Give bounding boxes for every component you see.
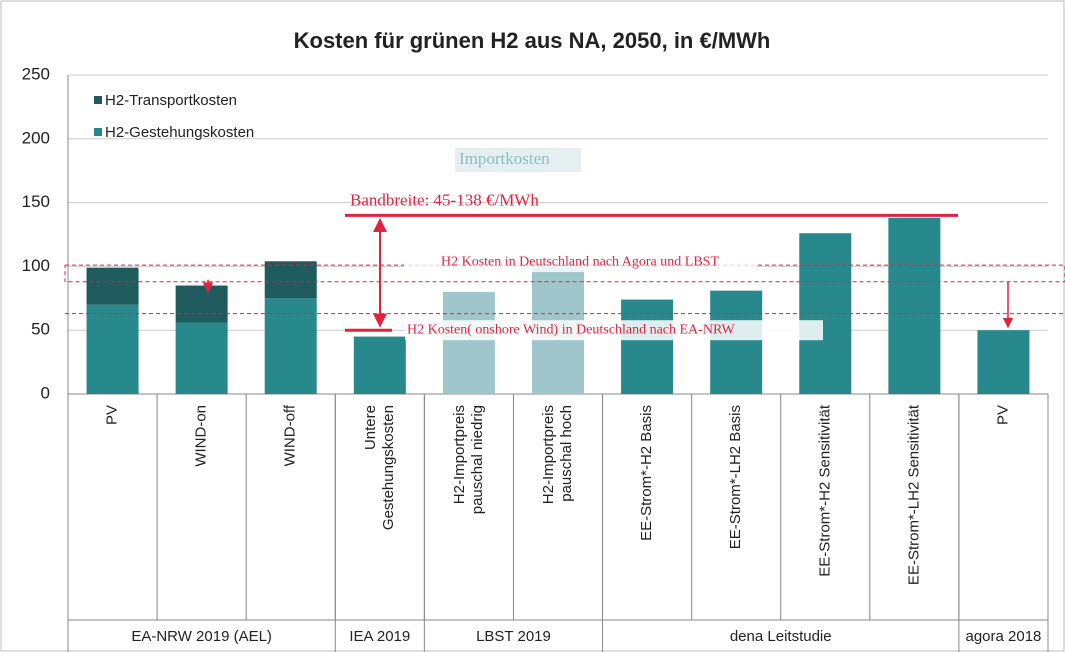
chart-title: Kosten für grünen H2 aus NA, 2050, in €/… [294,28,771,53]
x-tick-group: PV [104,405,121,425]
bar-segment [264,298,317,394]
bar-segment [175,285,228,323]
group-label: dena Leitstudie [730,628,832,645]
bar-segment [442,291,495,394]
x-tick-label: PV [994,405,1011,425]
bar-segment [888,217,941,394]
x-tick-label: H2-Importpreispauschal hoch [540,405,575,504]
x-tick-group: PV [994,405,1011,425]
legend-label: H2-Gestehungskosten [105,124,254,141]
x-tick-label: EE-Strom*-LH2 Basis [727,405,744,549]
x-tick-group: H2-Importpreispauschal hoch [540,405,575,504]
x-tick-group: EE-Strom*-H2 Basis [638,405,655,541]
x-tick-group: EE-Strom*-H2 Sensitivität [816,404,833,577]
annotation: H2 Kosten in Deutschland nach Agora und … [441,254,719,269]
y-tick-label: 100 [22,256,50,275]
legend-swatch [94,128,102,136]
legend-box [455,148,581,172]
y-tick-label: 150 [22,192,50,211]
legend-label: H2-Transportkosten [105,92,237,109]
group-label: EA-NRW 2019 (AEL) [131,628,272,645]
y-tick-label: 250 [22,64,50,83]
annotation: H2 Kosten( onshore Wind) in Deutschland … [407,322,736,337]
x-tick-group: UntereGestehungskosten [362,405,397,530]
x-tick-group: WIND-on [193,405,210,467]
x-tick-label: H2-Importpreispauschal niedrig [451,405,486,514]
annotation-bg [405,320,823,341]
x-tick-group: EE-Strom*-LH2 Sensitivität [905,404,922,585]
group-label: LBST 2019 [476,628,551,645]
x-tick-group: H2-Importpreispauschal niedrig [451,405,486,514]
legend-swatch [94,96,102,104]
x-tick-group: WIND-off [282,404,299,466]
bar-segment [86,304,139,394]
annotation: Bandbreite: 45-138 €/MWh [350,190,539,209]
bar-segment [621,299,674,394]
bar-segment [353,336,406,394]
y-tick-label: 0 [41,383,50,402]
legend-label: Importkosten [459,149,550,168]
bar-segment [175,322,228,394]
bar-segment [86,267,139,305]
x-tick-label: EE-Strom*-H2 Sensitivität [816,404,833,577]
x-tick-label: WIND-off [282,404,299,466]
y-tick-label: 50 [31,320,50,339]
annotation-bg [404,252,756,273]
x-tick-label: WIND-on [193,405,210,467]
y-tick-label: 200 [22,128,50,147]
bar-segment [264,261,317,299]
bar-segment [710,290,763,394]
x-tick-label: UntereGestehungskosten [362,405,397,530]
group-label: agora 2018 [966,628,1042,645]
x-tick-group: EE-Strom*-LH2 Basis [727,405,744,549]
group-label: IEA 2019 [349,628,410,645]
x-tick-label: EE-Strom*-H2 Basis [638,405,655,541]
bar-segment [977,330,1030,394]
x-tick-label: EE-Strom*-LH2 Sensitivität [905,404,922,585]
x-tick-label: PV [104,405,121,425]
